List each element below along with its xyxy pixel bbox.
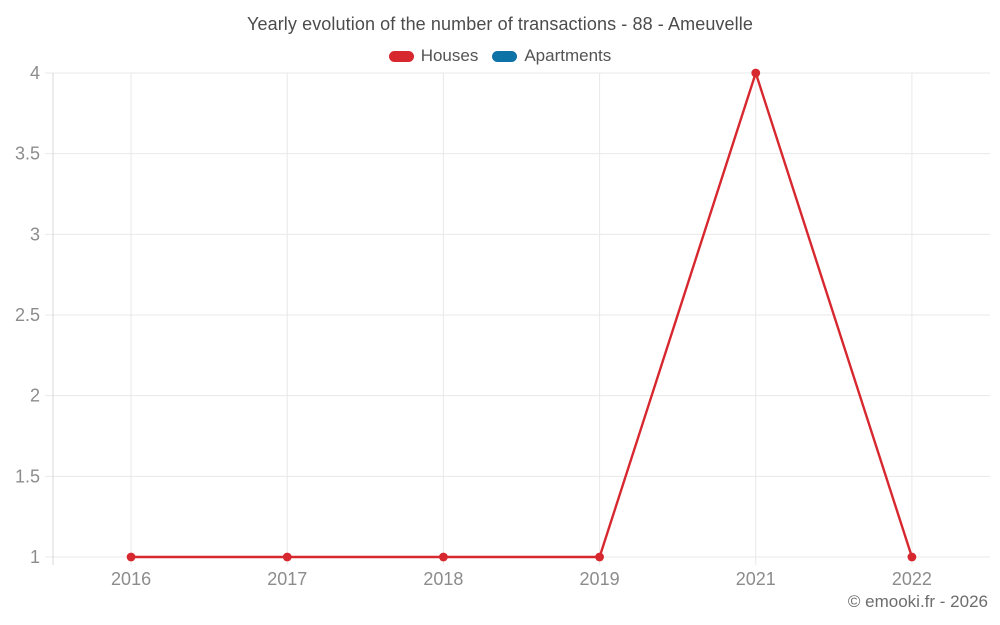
- data-point-houses-2019[interactable]: [595, 552, 604, 562]
- watermark: © emooki.fr - 2026: [847, 592, 988, 611]
- x-tick-label: 2022: [892, 569, 932, 589]
- chart-title: Yearly evolution of the number of transa…: [247, 14, 753, 34]
- legend-label-apartments: Apartments: [524, 46, 612, 65]
- legend-item-apartments[interactable]: Apartments: [492, 46, 611, 66]
- data-point-houses-2017[interactable]: [282, 552, 292, 562]
- data-point-houses-2016[interactable]: [126, 552, 136, 562]
- y-tick-label: 3: [30, 224, 40, 244]
- y-tick-label: 4: [30, 63, 40, 83]
- legend: Houses Apartments: [0, 46, 1000, 66]
- x-tick-label: 2017: [267, 569, 307, 589]
- x-tick-label: 2016: [111, 569, 151, 589]
- houses-series-swatch: [388, 50, 414, 62]
- data-point-houses-2022[interactable]: [907, 552, 917, 562]
- series-line-houses: [129, 71, 914, 559]
- y-tick-label: 2.5: [15, 305, 40, 325]
- legend-label-houses: Houses: [420, 46, 479, 65]
- y-tick-label: 3.5: [15, 144, 40, 164]
- x-tick-label: 2019: [580, 569, 620, 589]
- x-tick-label: 2021: [736, 569, 776, 589]
- y-tick-label: 2: [30, 386, 40, 406]
- apartments-series-swatch: [492, 50, 518, 62]
- data-point-houses-2018[interactable]: [439, 552, 448, 562]
- y-tick-label: 1: [30, 547, 40, 567]
- data-point-houses-2021[interactable]: [751, 68, 761, 78]
- x-tick-label: 2018: [423, 569, 463, 589]
- legend-item-houses[interactable]: Houses: [388, 46, 479, 66]
- y-tick-label: 1.5: [15, 466, 40, 486]
